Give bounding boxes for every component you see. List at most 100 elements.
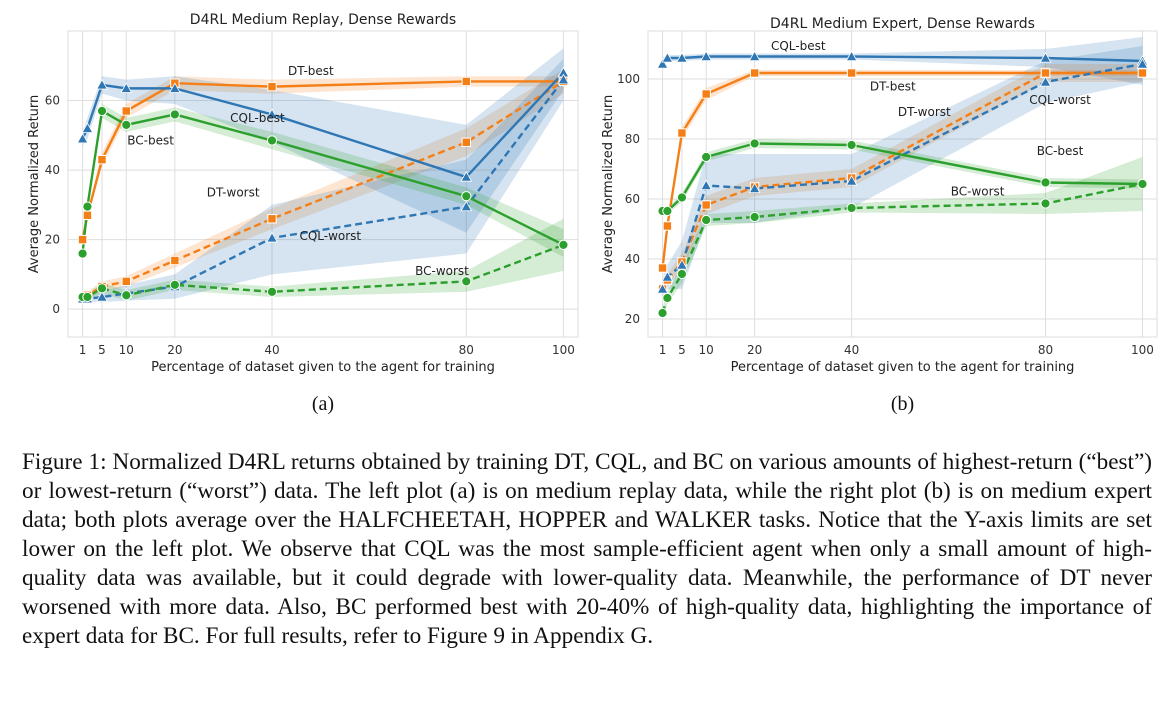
series-line-cql-worst bbox=[661, 62, 1143, 290]
series-annotation: DT-best bbox=[288, 64, 334, 78]
data-point-bc-worst bbox=[121, 290, 132, 301]
x-tick-label: 80 bbox=[1038, 343, 1053, 357]
confidence-band-bc-worst bbox=[82, 218, 564, 301]
data-point-dt-worst bbox=[701, 200, 711, 210]
data-point-bc-best bbox=[77, 248, 88, 259]
data-point-bc-worst bbox=[749, 211, 760, 223]
data-point-bc-worst bbox=[169, 279, 180, 290]
confidence-band-cql-worst bbox=[662, 46, 1143, 301]
data-point-bc-worst bbox=[96, 283, 108, 294]
confidence-band-dt-worst bbox=[82, 69, 564, 303]
caption-text: Figure 1: Normalized D4RL returns obtain… bbox=[22, 449, 1152, 649]
data-point-cql-best bbox=[845, 50, 858, 62]
confidence-band-bc-worst bbox=[662, 157, 1143, 319]
confidence-band-cql-best bbox=[662, 37, 1143, 85]
y-tick-label: 0 bbox=[52, 302, 60, 316]
x-tick-label: 20 bbox=[747, 343, 762, 357]
data-point-bc-best bbox=[701, 151, 712, 163]
x-tick-label: 20 bbox=[167, 343, 182, 357]
panel-label: (b) bbox=[891, 393, 914, 415]
y-tick-label: 100 bbox=[617, 72, 640, 86]
chart-title: D4RL Medium Expert, Dense Rewards bbox=[770, 16, 1035, 32]
chart-panel-a: 1 5 10 20 40 80 100 0 20 40 60 D4RL Medium Replay, … bbox=[27, 12, 579, 415]
data-point-cql-worst bbox=[748, 182, 761, 194]
series-annotation: DT-best bbox=[870, 80, 916, 94]
y-tick-label: 40 bbox=[625, 252, 640, 266]
y-axis-label: Average Normalized Return bbox=[27, 95, 42, 274]
data-point-bc-best bbox=[169, 109, 180, 120]
x-tick-label: 100 bbox=[552, 343, 575, 357]
y-tick-label: 60 bbox=[45, 94, 60, 108]
data-point-dt-best bbox=[701, 89, 711, 99]
data-point-dt-best bbox=[267, 81, 277, 92]
data-point-bc-best bbox=[749, 138, 760, 149]
data-point-cql-best bbox=[168, 82, 181, 93]
series-line-bc-worst bbox=[661, 182, 1143, 314]
data-point-bc-worst bbox=[82, 291, 93, 303]
data-point-dt-best bbox=[657, 263, 668, 273]
data-point-dt-worst bbox=[1040, 68, 1051, 78]
series-annotation: BC-worst bbox=[951, 185, 1005, 199]
data-point-cql-worst bbox=[1039, 75, 1052, 87]
x-tick-label: 100 bbox=[1131, 343, 1154, 357]
data-point-bc-best bbox=[266, 135, 278, 146]
x-axis-label: Percentage of dataset given to the agent… bbox=[151, 360, 495, 375]
y-axis-label: Average Normalized Return bbox=[601, 95, 616, 274]
data-point-cql-best bbox=[1039, 51, 1052, 63]
data-point-cql-worst bbox=[266, 231, 278, 243]
data-point-bc-best bbox=[846, 139, 857, 151]
data-point-cql-best bbox=[656, 57, 669, 69]
data-point-dt-best bbox=[461, 76, 471, 87]
data-point-bc-worst bbox=[1040, 198, 1051, 209]
data-point-cql-best bbox=[96, 78, 108, 90]
data-point-cql-best bbox=[76, 132, 89, 144]
data-point-bc-worst bbox=[558, 239, 569, 250]
series-line-bc-worst bbox=[82, 243, 564, 299]
data-point-dt-best bbox=[82, 210, 93, 220]
data-point-cql-worst bbox=[700, 179, 713, 191]
data-point-cql-worst bbox=[845, 174, 858, 186]
series-line-bc-best bbox=[81, 109, 564, 254]
x-tick-label: 40 bbox=[844, 343, 859, 357]
data-point-bc-worst bbox=[676, 268, 688, 280]
series-annotation: CQL-worst bbox=[299, 229, 361, 243]
data-point-cql-best bbox=[748, 50, 761, 62]
data-point-dt-best bbox=[749, 68, 760, 78]
x-tick-label: 5 bbox=[98, 343, 106, 357]
series-annotation: BC-worst bbox=[415, 264, 469, 278]
data-point-dt-worst bbox=[170, 255, 180, 266]
data-point-bc-best bbox=[1040, 177, 1051, 188]
confidence-band-dt-worst bbox=[662, 64, 1143, 295]
data-point-bc-worst bbox=[657, 307, 668, 319]
data-point-cql-best bbox=[661, 51, 674, 63]
data-point-bc-worst bbox=[266, 286, 278, 297]
x-tick-label: 5 bbox=[678, 343, 686, 357]
data-point-dt-worst bbox=[1137, 68, 1148, 78]
series-line-cql-best bbox=[81, 71, 565, 179]
chart-title: D4RL Medium Replay, Dense Rewards bbox=[190, 12, 456, 28]
panel-label: (a) bbox=[312, 393, 334, 415]
data-point-bc-best bbox=[662, 205, 673, 217]
data-point-bc-worst bbox=[701, 214, 712, 226]
y-tick-label: 20 bbox=[45, 233, 60, 247]
y-tick-label: 40 bbox=[45, 163, 60, 177]
data-point-cql-worst bbox=[661, 270, 674, 282]
data-point-dt-best bbox=[97, 154, 107, 165]
confidence-band-cql-worst bbox=[82, 58, 564, 303]
data-point-bc-best bbox=[121, 119, 132, 130]
data-point-bc-best bbox=[82, 201, 93, 212]
data-point-bc-worst bbox=[461, 276, 472, 287]
data-point-dt-worst bbox=[461, 137, 471, 147]
data-point-cql-best bbox=[81, 122, 94, 133]
data-point-bc-worst bbox=[1137, 178, 1148, 190]
series-annotation: CQL-best bbox=[230, 111, 285, 125]
data-point-dt-worst bbox=[267, 214, 277, 224]
x-tick-label: 40 bbox=[264, 343, 279, 357]
data-point-bc-worst bbox=[662, 292, 673, 304]
x-tick-label: 1 bbox=[659, 343, 667, 357]
x-tick-label: 10 bbox=[119, 343, 134, 357]
data-point-dt-best bbox=[662, 221, 673, 231]
y-tick-label: 80 bbox=[625, 132, 640, 146]
data-point-cql-best bbox=[266, 108, 278, 120]
